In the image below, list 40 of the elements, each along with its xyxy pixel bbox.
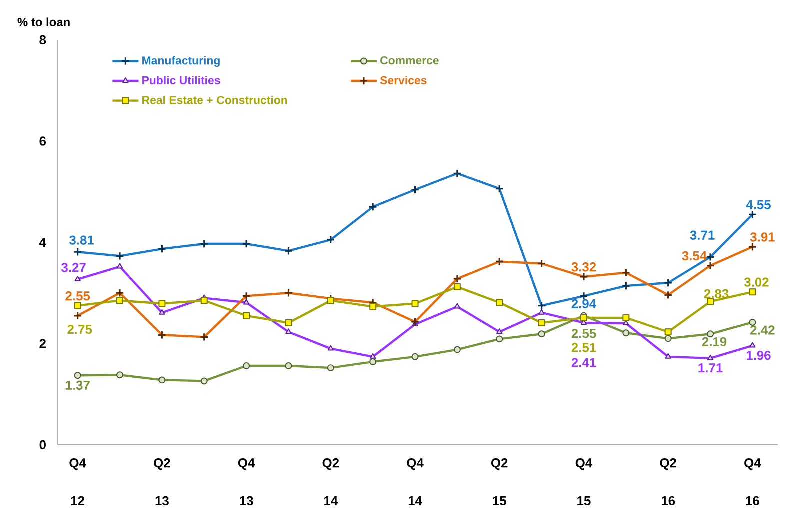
legend-label: Manufacturing [142,56,220,68]
y-tick-label: 4 [39,238,46,247]
data-label: 3.02 [744,278,769,287]
category-label: Q2 13 [154,458,170,506]
category-label: Q2 15 [492,458,508,506]
data-label: 3.54 [682,251,708,261]
data-label: 1.96 [746,350,771,360]
category-label: Q4 15 [576,458,593,506]
category-label: Q4 12 [70,458,86,506]
data-label: 3.71 [690,230,715,240]
data-label: 2.51 [572,343,596,352]
data-label: 3.32 [572,262,596,272]
category-label: Q2 14 [322,458,340,506]
data-label: 1.37 [66,380,90,390]
data-label: 2.55 [572,329,596,338]
legend-label: Commerce [380,56,439,65]
y-tick-label: 6 [40,136,46,146]
category-label: Q2 16 [660,458,676,506]
data-label: 4.55 [746,200,771,210]
legend-label: Services [380,76,427,85]
category-label: Q4 13 [238,458,256,506]
data-label: 3.81 [70,236,94,245]
data-label: 2.19 [702,337,727,346]
data-label: 2.42 [750,326,775,335]
data-label: 1.71 [698,364,723,373]
data-label: 2.94 [572,299,597,309]
data-label: 2.83 [704,289,729,299]
data-label: 2.75 [68,324,92,334]
data-label: 3.27 [62,263,86,272]
y-axis-title: % to loan [18,18,70,26]
data-label: 2.55 [66,292,90,301]
category-label: Q4 14 [407,458,424,506]
data-label: 3.91 [750,232,775,242]
legend-label: Public Utilities [142,76,220,85]
data-label: 2.41 [572,358,596,368]
y-tick-label: 8 [40,35,46,45]
y-tick-label: 0 [40,440,46,450]
legend-label: Real Estate + Construction [142,96,288,104]
category-label: Q4 16 [744,458,762,506]
y-tick-label: 2 [40,339,46,348]
